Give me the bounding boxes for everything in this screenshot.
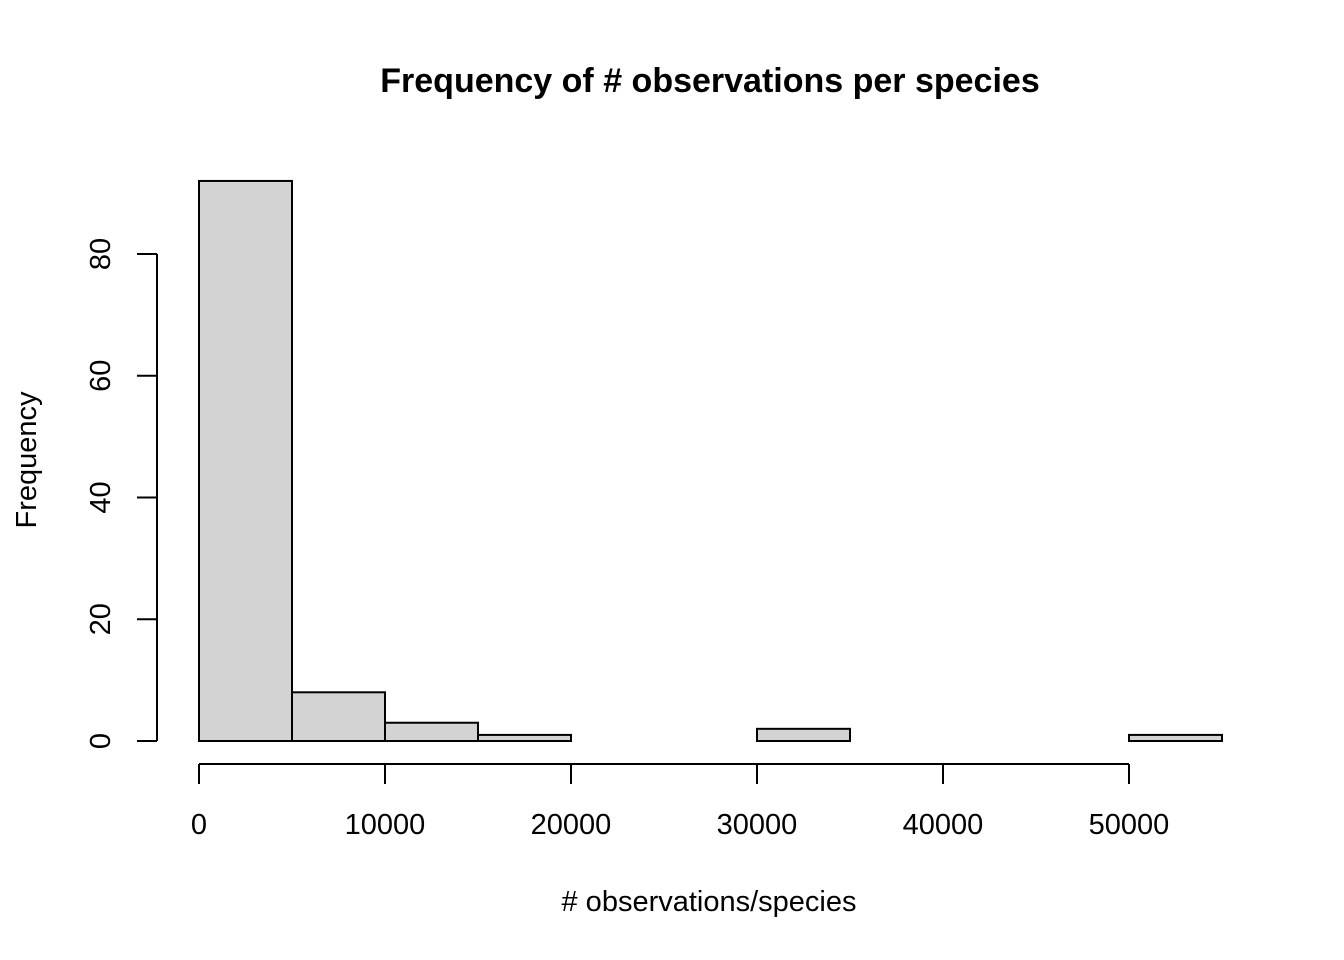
y-axis: 0 20 40 60 80 — [85, 238, 158, 749]
y-tick-label-2: 40 — [85, 481, 117, 513]
histogram-bar-1 — [291, 691, 386, 742]
x-axis-label: # observations/species — [562, 886, 857, 918]
x-axis: 0 10000 20000 30000 40000 50000 — [191, 763, 1170, 841]
x-tick-label-3: 30000 — [717, 809, 798, 841]
x-tick-label-5: 50000 — [1089, 809, 1170, 841]
y-axis-label: Frequency — [11, 391, 43, 529]
histogram-bar-10 — [1128, 733, 1223, 742]
x-tick-label-4: 40000 — [903, 809, 984, 841]
bars-group — [198, 179, 1223, 743]
histogram-bar-6 — [756, 727, 851, 743]
x-tick-label-0: 0 — [191, 809, 207, 841]
y-tick-label-1: 20 — [85, 603, 117, 635]
y-tick-label-4: 80 — [85, 238, 117, 270]
x-tick-label-2: 20000 — [531, 809, 612, 841]
y-tick-label-0: 0 — [85, 733, 117, 749]
y-tick-label-3: 60 — [85, 360, 117, 392]
x-tick-label-1: 10000 — [345, 809, 426, 841]
chart-title: Frequency of # observations per species — [380, 62, 1039, 100]
histogram-bar-0 — [198, 179, 293, 742]
histogram-bar-3 — [477, 733, 572, 742]
histogram-bar-2 — [384, 721, 479, 742]
